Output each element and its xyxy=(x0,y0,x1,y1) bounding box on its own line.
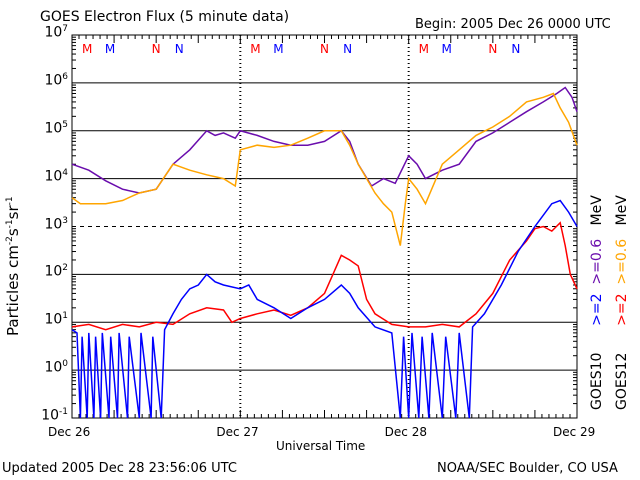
y-tick-text: 1 xyxy=(62,311,68,322)
series-line-3 xyxy=(71,199,578,419)
y-tick-text: 10 xyxy=(41,407,60,424)
y-tick-label: 105 xyxy=(44,120,68,137)
legend-e2: >=2 xyxy=(614,293,630,326)
marker-m: M xyxy=(442,42,452,56)
marker-n: N xyxy=(175,42,184,56)
marker-m: M xyxy=(250,42,260,56)
begin-label: Begin: 2005 Dec 26 0000 UTC xyxy=(415,17,611,32)
y-tick-text: 3 xyxy=(62,215,68,226)
x-tick-label: Dec 29 xyxy=(553,425,596,439)
y-tick-text: -1 xyxy=(59,407,68,417)
marker-n: N xyxy=(343,42,352,56)
y-axis-label: Particles cm-2s-1sr-1 xyxy=(4,196,22,336)
y-tick-text: 7 xyxy=(62,24,68,34)
ylabel-exp: -2 xyxy=(5,236,15,246)
y-tick-label: 107 xyxy=(44,24,68,41)
x-axis-label: Universal Time xyxy=(276,439,366,453)
y-tick-text: 10 xyxy=(44,264,63,281)
marker-n: N xyxy=(488,42,497,56)
y-tick-text: 10 xyxy=(44,120,63,137)
y-tick-label: 104 xyxy=(44,168,68,185)
y-tick-text: 10 xyxy=(44,24,63,41)
marker-n: N xyxy=(511,42,520,56)
y-tick-text: 10 xyxy=(44,311,63,328)
legend-unit: MeV xyxy=(589,195,605,226)
y-tick-text: 5 xyxy=(62,119,68,130)
y-tick-text: 10 xyxy=(44,216,63,233)
y-tick-text: 2 xyxy=(62,263,68,274)
marker-m: M xyxy=(419,42,429,56)
ylabel-exp: -1 xyxy=(5,196,15,206)
marker-n: N xyxy=(152,42,161,56)
legend-e2: >=2 xyxy=(589,293,605,326)
y-tick-text: 10 xyxy=(44,72,63,89)
x-tick-label: Dec 26 xyxy=(48,425,91,439)
legend-sat: GOES10 xyxy=(589,352,605,410)
y-tick-label: 106 xyxy=(44,72,68,89)
updated-timestamp: Updated 2005 Dec 28 23:56:06 UTC xyxy=(2,461,237,476)
legend-goes12: GOES12 >=2 >=0.6 MeV xyxy=(614,195,630,410)
chart-title: GOES Electron Flux (5 minute data) xyxy=(40,9,290,25)
y-tick-label: 103 xyxy=(44,216,68,233)
ylabel-base: Particles cm xyxy=(4,245,22,336)
marker-m: M xyxy=(82,42,92,56)
y-tick-label: 100 xyxy=(44,359,68,376)
x-tick-label: Dec 27 xyxy=(216,425,259,439)
y-tick-label: 101 xyxy=(44,311,68,328)
y-tick-label: 102 xyxy=(44,263,68,280)
marker-m: M xyxy=(105,42,115,56)
y-tick-text: 4 xyxy=(62,167,68,178)
ylabel-exp: -1 xyxy=(5,219,15,229)
ylabel-sr: sr xyxy=(4,205,22,220)
series-line-1 xyxy=(71,92,578,246)
ylabel-s: s xyxy=(4,228,22,237)
y-tick-text: 6 xyxy=(62,71,68,82)
y-tick-text: 0 xyxy=(62,359,68,370)
series-line-2 xyxy=(71,221,578,331)
credit: NOAA/SEC Boulder, CO USA xyxy=(437,461,618,476)
legend-sat: GOES12 xyxy=(614,352,630,410)
legend-e06: >=0.6 xyxy=(614,238,630,285)
x-tick-label: Dec 28 xyxy=(384,425,427,439)
series-line-0 xyxy=(71,86,578,194)
y-tick-text: 10 xyxy=(44,168,63,185)
legend-unit: MeV xyxy=(614,195,630,226)
marker-n: N xyxy=(320,42,329,56)
y-tick-text: 10 xyxy=(44,359,63,376)
y-tick-label: 10-1 xyxy=(41,407,68,424)
legend-goes10: GOES10 >=2 >=0.6 MeV xyxy=(589,195,605,410)
legend-e06: >=0.6 xyxy=(589,238,605,285)
marker-m: M xyxy=(273,42,283,56)
